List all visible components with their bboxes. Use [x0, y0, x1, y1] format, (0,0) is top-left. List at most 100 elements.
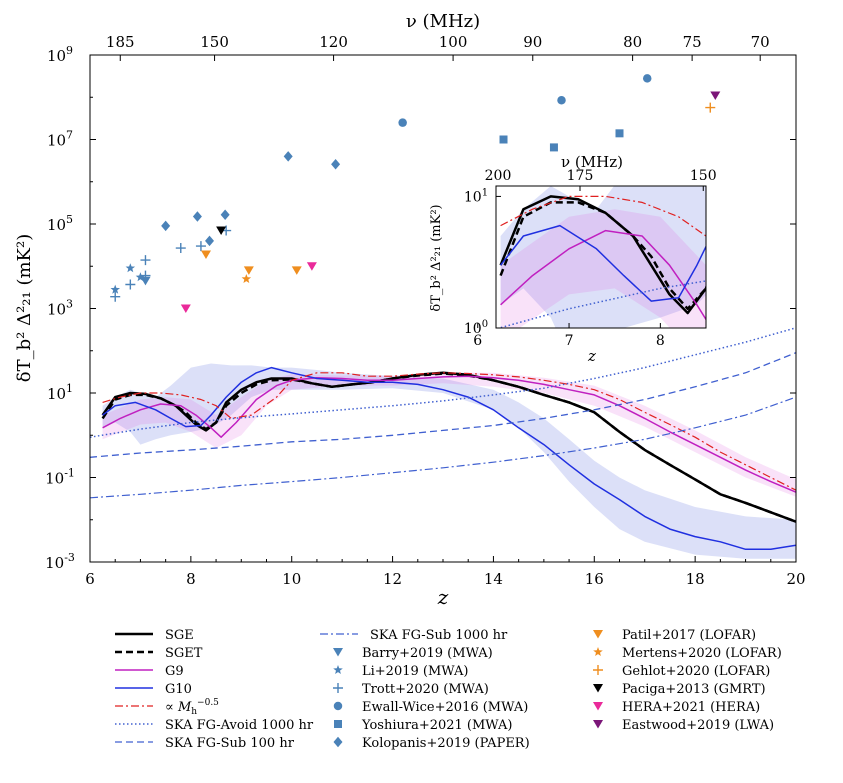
observation-point: [705, 102, 716, 113]
legend-entry: Eastwood+2019 (LWA): [622, 718, 774, 733]
y-tick-label: 101: [47, 382, 73, 403]
legend-entry: SKA FG-Sub 1000 hr: [370, 628, 508, 643]
observation-point: [291, 266, 302, 275]
x-tick-label: 12: [383, 570, 402, 588]
legend-entry: G10: [165, 682, 192, 697]
observation-point: [180, 304, 191, 313]
x-axis-label: z: [437, 585, 449, 609]
y-tick-label: 105: [47, 213, 73, 234]
observation-point: [306, 262, 317, 271]
legend-marker-swatch: [593, 684, 603, 693]
legend-marker-swatch: [333, 648, 343, 657]
legend-marker-swatch: [593, 630, 603, 639]
inset-top-tick-label: 150: [690, 168, 717, 184]
inset-band-1: [500, 209, 706, 328]
legend-entry: Patil+2017 (LOFAR): [622, 628, 756, 643]
x-tick-label: 20: [786, 570, 805, 588]
inset-x-tick-label: 7: [565, 333, 574, 349]
legend-marker-swatch: [333, 736, 343, 748]
observation-point: [243, 266, 254, 275]
observation-point: [283, 151, 293, 162]
inset-x-tick-label: 6: [473, 333, 482, 349]
top-tick-label: 150: [200, 33, 229, 51]
inset-y-tick-label: 101: [464, 187, 488, 205]
observation-point: [557, 95, 566, 105]
legend-marker-swatch: [333, 665, 343, 674]
inset-series-4: [500, 195, 706, 238]
legend-marker-swatch: [593, 665, 603, 675]
legend-entry: HERA+2021 (HERA): [622, 700, 760, 715]
main-series-2: [102, 375, 796, 493]
x-tick-label: 18: [686, 570, 705, 588]
observation-point: [220, 209, 230, 221]
legend-marker-swatch: [334, 720, 342, 728]
observation-point: [331, 158, 341, 170]
observation-point: [241, 274, 252, 283]
legend-marker-swatch: [333, 701, 343, 711]
main-series-4: [102, 372, 796, 491]
legend-entry: Mertens+2020 (LOFAR): [622, 646, 782, 661]
inset-top-tick-label: 200: [485, 168, 512, 184]
x-tick-label: 8: [186, 570, 196, 588]
y-tick-label: 10-1: [45, 467, 75, 488]
observation-point: [140, 255, 151, 266]
legend-entry: Paciga+2013 (GMRT): [622, 682, 766, 697]
observation-point: [615, 129, 624, 138]
observation-point: [216, 226, 227, 236]
legend-entry: SKA FG-Avoid 1000 hr: [165, 718, 314, 733]
y-tick-label: 109: [47, 44, 73, 65]
main-series-3: [102, 366, 796, 551]
legend-entry: Kolopanis+2019 (PAPER): [362, 736, 530, 751]
observation-point: [140, 276, 151, 286]
legend-entry: SGE: [165, 628, 194, 643]
top-tick-label: 185: [106, 33, 135, 51]
legend-entry: Barry+2019 (MWA): [362, 646, 493, 661]
top-tick-label: 75: [683, 33, 702, 51]
observation-point: [710, 91, 721, 101]
y-tick-label: 10-3: [45, 551, 75, 572]
inset-band-0: [500, 186, 706, 328]
y-tick-label: 107: [47, 129, 73, 150]
legend-entry: Trott+2020 (MWA): [362, 682, 489, 697]
top-tick-label: 90: [523, 33, 542, 51]
legend-entry: SKA FG-Sub 100 hr: [165, 736, 295, 751]
observation-point: [549, 143, 558, 152]
inset-series-3: [500, 224, 706, 302]
observation-point: [175, 243, 186, 254]
main-series-6: [90, 352, 796, 458]
y-axis-label: δT_b² Δ²₂₁ (mK²): [14, 234, 35, 382]
y-tick-label: 103: [47, 298, 73, 319]
observation-point: [161, 220, 171, 232]
x-tick-label: 14: [484, 570, 503, 588]
legend-entry: Li+2019 (MWA): [362, 664, 468, 679]
top-tick-label: 70: [751, 33, 770, 51]
top-axis-label: ν (MHz): [406, 11, 480, 32]
top-tick-label: 80: [623, 33, 642, 51]
legend-entry: Gehlot+2020 (LOFAR): [622, 664, 770, 679]
observation-point: [125, 279, 136, 290]
main-series-7: [90, 396, 796, 499]
inset-y-axis-label: δT_b² Δ²₂₁ (mK²): [429, 204, 444, 311]
legend-marker-swatch: [593, 647, 603, 656]
legend-entry: SGET: [165, 646, 203, 661]
observation-point: [140, 270, 151, 281]
x-tick-label: 16: [585, 570, 604, 588]
x-tick-label: 6: [85, 570, 95, 588]
main-series-1: [101, 372, 796, 523]
legend-marker-swatch: [333, 683, 343, 693]
inset-series-0: [499, 195, 706, 315]
legend-entry: G9: [165, 664, 184, 679]
inset-top-axis-label: ν (MHz): [561, 153, 623, 171]
inset-series-2: [500, 229, 706, 321]
inset-series-1: [499, 201, 706, 311]
observation-point: [192, 211, 202, 222]
observation-point: [499, 135, 508, 144]
legend-entry: ∝ Mh−0.5: [165, 698, 219, 717]
inset-top-tick-label: 175: [567, 168, 594, 184]
observation-point: [110, 284, 120, 294]
x-tick-label: 10: [282, 570, 301, 588]
legend-entry: Ewall-Wice+2016 (MWA): [362, 700, 528, 715]
inset-x-tick-label: 8: [656, 333, 665, 349]
